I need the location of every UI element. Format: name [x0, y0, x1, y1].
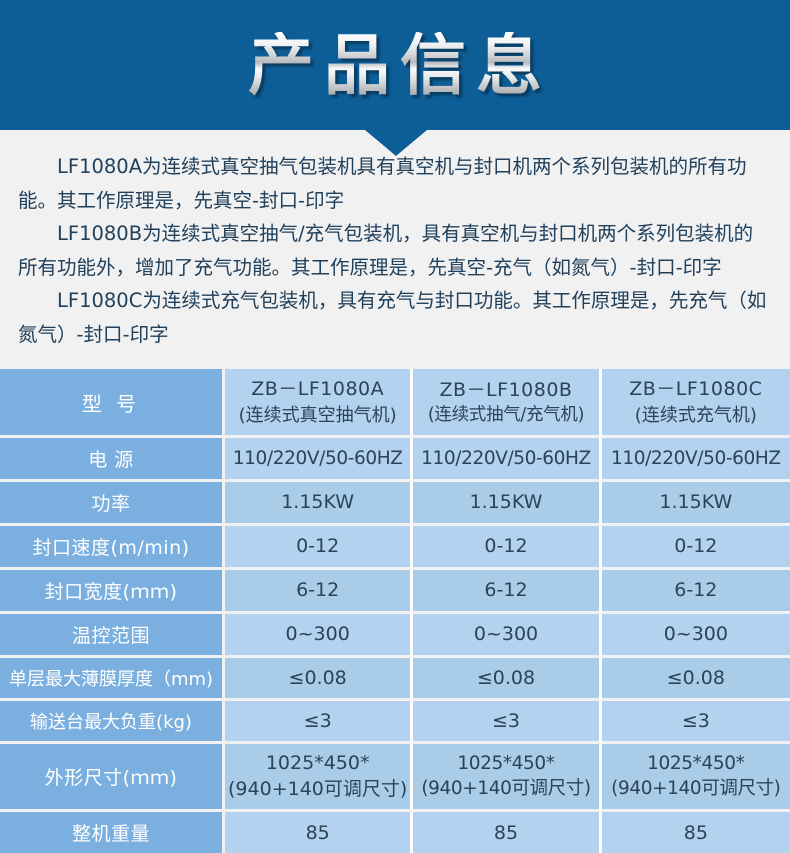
dimensions-line1-c: 1025*450*	[647, 752, 745, 774]
row-label-power: 功率	[0, 481, 225, 526]
table-header-row: 型 号 ZB－LF1080A (连续式真空抽气机) ZB－LF1080B (连续…	[0, 369, 790, 438]
cell-total-weight-c: 85	[601, 812, 790, 853]
model-code-c: ZB－LF1080C	[629, 378, 763, 401]
table-row-film-thickness: 单层最大薄膜厚度（mm) ≤0.08 ≤0.08 ≤0.08	[0, 657, 790, 701]
table-row-seal-speed: 封口速度(m/min) 0-12 0-12 0-12	[0, 525, 790, 570]
cell-conveyor-load-c: ≤3	[601, 700, 790, 744]
row-label-total-weight: 整机重量	[0, 812, 225, 853]
product-description: LF1080A为连续式真空抽气包装机具有真空机与封口机两个系列包装机的所有功能。…	[0, 130, 790, 357]
cell-dimensions-b: 1025*450* (940+140可调尺寸)	[413, 743, 602, 813]
row-label-film-thickness: 单层最大薄膜厚度（mm)	[0, 657, 225, 701]
cell-power-supply-c: 110/220V/50-60HZ	[601, 437, 790, 482]
cell-total-weight-a: 85	[225, 812, 414, 853]
specification-table: 型 号 ZB－LF1080A (连续式真空抽气机) ZB－LF1080B (连续…	[0, 369, 790, 853]
cell-temp-range-a: 0~300	[225, 613, 414, 658]
cell-power-b: 1.15KW	[413, 481, 602, 526]
header-cell-model-b: ZB－LF1080B (连续式抽气/充气机)	[413, 369, 602, 438]
table-row-total-weight: 整机重量 85 85 85	[0, 812, 790, 853]
cell-conveyor-load-a: ≤3	[225, 700, 414, 744]
cell-film-thickness-c: ≤0.08	[601, 657, 790, 701]
row-label-model: 型 号	[0, 369, 225, 438]
cell-dimensions-a: 1025*450* (940+140可调尺寸)	[225, 743, 414, 813]
page-header-banner: 产品信息	[0, 0, 790, 156]
cell-seal-width-b: 6-12	[413, 569, 602, 614]
cell-power-a: 1.15KW	[225, 481, 414, 526]
row-label-dimensions: 外形尺寸(ｍｍ)	[0, 743, 225, 813]
description-paragraph-b: LF1080B为连续式真空抽气/充气包装机，具有真空机与封口机两个系列包装机的所…	[18, 222, 754, 279]
cell-seal-speed-b: 0-12	[413, 525, 602, 570]
cell-seal-speed-a: 0-12	[225, 525, 414, 570]
cell-power-c: 1.15KW	[601, 481, 790, 526]
table-row-dimensions: 外形尺寸(ｍｍ) 1025*450* (940+140可调尺寸) 1025*45…	[0, 743, 790, 813]
row-label-seal-speed: 封口速度(m/min)	[0, 525, 225, 570]
row-label-conveyor-load: 输送台最大负重(kg)	[0, 700, 225, 744]
table-row-conveyor-load: 输送台最大负重(kg) ≤3 ≤3 ≤3	[0, 700, 790, 744]
table-row-power: 功率 1.15KW 1.15KW 1.15KW	[0, 481, 790, 526]
cell-film-thickness-a: ≤0.08	[225, 657, 414, 701]
cell-power-supply-b: 110/220V/50-60HZ	[413, 437, 602, 482]
cell-total-weight-b: 85	[413, 812, 602, 853]
page-title: 产品信息	[238, 32, 552, 98]
dimensions-line2-b: (940+140可调尺寸)	[421, 777, 591, 799]
dimensions-line2-a: (940+140可调尺寸)	[228, 777, 408, 800]
cell-seal-width-a: 6-12	[225, 569, 414, 614]
cell-temp-range-c: 0~300	[601, 613, 790, 658]
table-row-temp-range: 温控范围 0~300 0~300 0~300	[0, 613, 790, 658]
header-cell-model-c: ZB－LF1080C (连续式充气机)	[601, 369, 790, 438]
cell-film-thickness-b: ≤0.08	[413, 657, 602, 701]
banner-notch-triangle	[365, 130, 427, 156]
model-code-b: ZB－LF1080B	[439, 378, 573, 401]
row-label-temp-range: 温控范围	[0, 613, 225, 658]
cell-seal-speed-c: 0-12	[601, 525, 790, 570]
model-desc-c: (连续式充气机)	[634, 404, 757, 426]
cell-dimensions-c: 1025*450* (940+140可调尺寸)	[601, 743, 790, 813]
cell-conveyor-load-b: ≤3	[413, 700, 602, 744]
dimensions-line1-b: 1025*450*	[457, 752, 555, 774]
table-row-power-supply: 电 源 110/220V/50-60HZ 110/220V/50-60HZ 11…	[0, 437, 790, 482]
model-desc-b: (连续式抽气/充气机)	[427, 405, 585, 426]
row-label-seal-width: 封口宽度(ｍｍ)	[0, 569, 225, 614]
dimensions-line1-a: 1025*450*	[265, 751, 370, 774]
description-paragraph-c: LF1080C为连续式充气包装机，具有充气与封口功能。其工作原理是，先充气（如氮…	[18, 289, 767, 346]
header-cell-model-a: ZB－LF1080A (连续式真空抽气机)	[225, 369, 414, 438]
model-desc-a: (连续式真空抽气机)	[238, 404, 397, 426]
cell-temp-range-b: 0~300	[413, 613, 602, 658]
table-row-seal-width: 封口宽度(ｍｍ) 6-12 6-12 6-12	[0, 569, 790, 614]
dimensions-line2-c: (940+140可调尺寸)	[611, 777, 781, 799]
cell-power-supply-a: 110/220V/50-60HZ	[225, 437, 414, 482]
row-label-power-supply: 电 源	[0, 437, 225, 482]
model-code-a: ZB－LF1080A	[251, 378, 385, 401]
cell-seal-width-c: 6-12	[601, 569, 790, 614]
description-paragraph-a: LF1080A为连续式真空抽气包装机具有真空机与封口机两个系列包装机的所有功能。…	[18, 155, 747, 212]
